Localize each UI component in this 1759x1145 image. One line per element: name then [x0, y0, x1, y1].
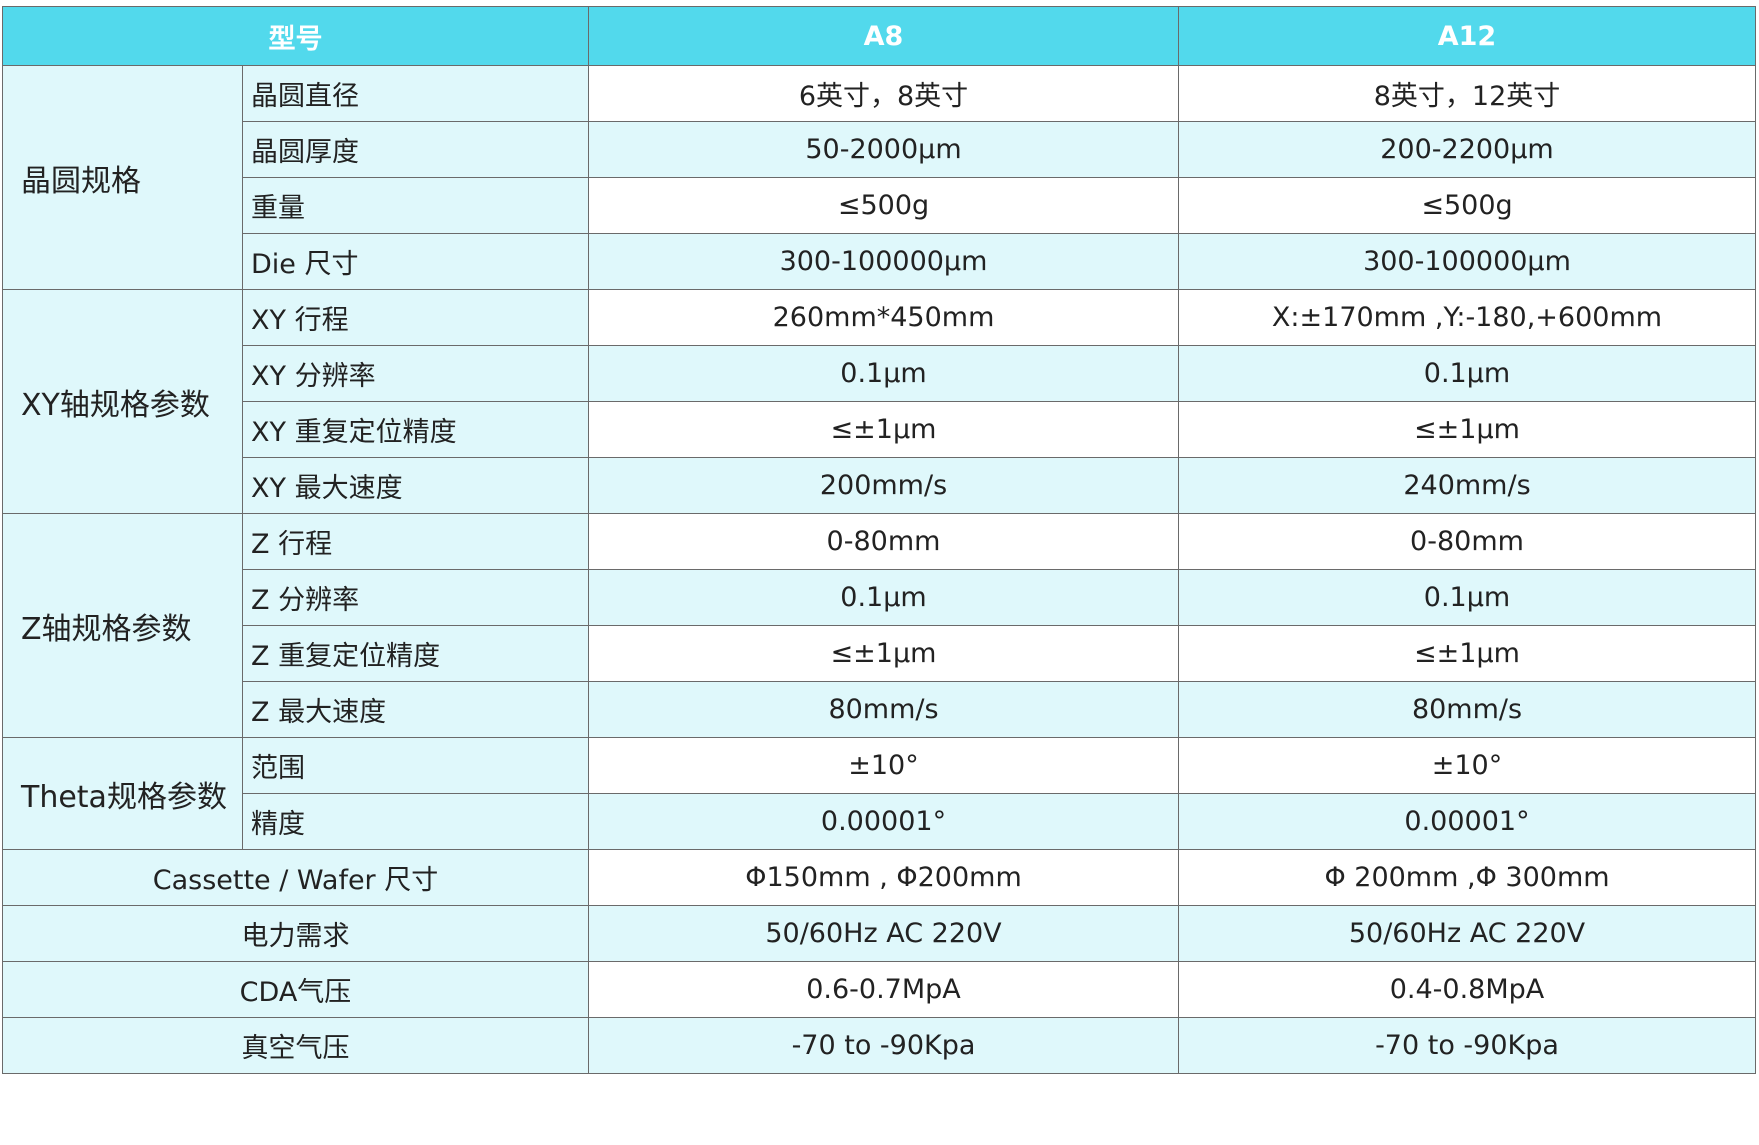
a8-value: 300-100000μm	[588, 233, 1179, 290]
table-row: 电力需求 50/60Hz AC 220V 50/60Hz AC 220V	[2, 905, 1756, 962]
table-row: XY 重复定位精度 ≤±1μm ≤±1μm	[3, 401, 1756, 458]
spec-label: 电力需求	[2, 905, 589, 962]
a12-value: -70 to -90Kpa	[1178, 1017, 1756, 1074]
a12-value: 0.4-0.8MpA	[1178, 961, 1756, 1018]
a8-value: ±10°	[588, 737, 1179, 794]
a8-value: 0.6-0.7MpA	[588, 961, 1179, 1018]
table-row: Z轴规格参数 Z 行程 0-80mm 0-80mm	[2, 513, 1756, 738]
group-label: XY轴规格参数	[2, 289, 243, 514]
table-row: Z 最大速度 80mm/s 80mm/s	[3, 681, 1756, 738]
spec-label: XY 重复定位精度	[242, 401, 589, 458]
a12-value: 0.00001°	[1178, 793, 1756, 850]
a12-value: 0.1μm	[1178, 345, 1756, 402]
a8-value: 260mm*450mm	[588, 289, 1179, 346]
a8-value: ≤±1μm	[588, 401, 1179, 458]
a8-value: 80mm/s	[588, 681, 1179, 738]
a12-value: 8英寸，12英寸	[1178, 65, 1756, 122]
a8-value: Φ150mm , Φ200mm	[588, 849, 1179, 906]
table-row: Z 重复定位精度 ≤±1μm ≤±1μm	[3, 625, 1756, 682]
spec-label: XY 行程	[242, 289, 589, 346]
a12-value: 0.1μm	[1178, 569, 1756, 626]
a12-value: 80mm/s	[1178, 681, 1756, 738]
table-row: Theta规格参数 范围 ±10° ±10°	[2, 737, 1756, 850]
spec-label: Die 尺寸	[242, 233, 589, 290]
a12-value: 0-80mm	[1178, 513, 1756, 570]
table-row: Cassette / Wafer 尺寸 Φ150mm , Φ200mm Φ 200m…	[2, 849, 1756, 906]
a12-value: 50/60Hz AC 220V	[1178, 905, 1756, 962]
spec-label: 晶圆厚度	[242, 121, 589, 178]
a12-value: X:±170mm ,Y:-180,+600mm	[1178, 289, 1756, 346]
group-label: Z轴规格参数	[2, 513, 243, 738]
table-row: Die 尺寸 300-100000μm 300-100000μm	[3, 233, 1756, 290]
table-row: XY 最大速度 200mm/s 240mm/s	[3, 457, 1756, 514]
table-row: 重量 ≤500g ≤500g	[3, 177, 1756, 234]
table-row: XY 分辨率 0.1μm 0.1μm	[3, 345, 1756, 402]
spec-label: 重量	[242, 177, 589, 234]
a8-value: ≤500g	[588, 177, 1179, 234]
a8-value: ≤±1μm	[588, 625, 1179, 682]
a8-value: -70 to -90Kpa	[588, 1017, 1179, 1074]
a8-value: 0.1μm	[588, 569, 1179, 626]
table-row: 真空气压 -70 to -90Kpa -70 to -90Kpa	[2, 1017, 1756, 1074]
a8-value: 50/60Hz AC 220V	[588, 905, 1179, 962]
table-row: CDA气压 0.6-0.7MpA 0.4-0.8MpA	[2, 961, 1756, 1018]
group-label: Theta规格参数	[2, 737, 243, 850]
a12-value: 300-100000μm	[1178, 233, 1756, 290]
model-header: 型号	[2, 6, 589, 66]
a12-value: ≤500g	[1178, 177, 1756, 234]
spec-label: 精度	[242, 793, 589, 850]
a12-value: 200-2200μm	[1178, 121, 1756, 178]
a12-value: ≤±1μm	[1178, 401, 1756, 458]
spec-label: XY 分辨率	[242, 345, 589, 402]
table-row: 晶圆厚度 50-2000μm 200-2200μm	[3, 121, 1756, 178]
spec-label: 晶圆直径	[242, 65, 589, 122]
a8-value: 200mm/s	[588, 457, 1179, 514]
a12-value: Φ 200mm ,Φ 300mm	[1178, 849, 1756, 906]
table-row: Z 分辨率 0.1μm 0.1μm	[3, 569, 1756, 626]
table-row: 精度 0.00001° 0.00001°	[3, 793, 1756, 850]
spec-label: 真空气压	[2, 1017, 589, 1074]
a8-value: 6英寸，8英寸	[588, 65, 1179, 122]
spec-label: Z 分辨率	[242, 569, 589, 626]
spec-label: Z 行程	[242, 513, 589, 570]
spec-label: Cassette / Wafer 尺寸	[2, 849, 589, 906]
spec-label: CDA气压	[2, 961, 589, 1018]
a12-value: ±10°	[1178, 737, 1756, 794]
model-a12-header: A12	[1178, 6, 1756, 66]
table-row: 晶圆规格 晶圆直径 6英寸，8英寸 8英寸，12英寸	[2, 65, 1756, 290]
spec-label: XY 最大速度	[242, 457, 589, 514]
spec-body: 晶圆规格 晶圆直径 6英寸，8英寸 8英寸，12英寸 晶圆厚度 50-2000μm 200-…	[2, 65, 1756, 1074]
header-row: 型号 A8 A12	[2, 6, 1756, 66]
a8-value: 0-80mm	[588, 513, 1179, 570]
spec-label: Z 最大速度	[242, 681, 589, 738]
table-row: XY轴规格参数 XY 行程 260mm*450mm X:±170mm ,Y:-180,…	[2, 289, 1756, 514]
spec-label: Z 重复定位精度	[242, 625, 589, 682]
a12-value: 240mm/s	[1178, 457, 1756, 514]
a8-value: 50-2000μm	[588, 121, 1179, 178]
model-a8-header: A8	[588, 6, 1179, 66]
a12-value: ≤±1μm	[1178, 625, 1756, 682]
spec-label: 范围	[242, 737, 589, 794]
spec-table: 型号 A8 A12 晶圆规格 晶圆直径 6英寸，8英寸 8英寸，12英寸 晶圆厚度 50-…	[2, 6, 1756, 1074]
a8-value: 0.00001°	[588, 793, 1179, 850]
a8-value: 0.1μm	[588, 345, 1179, 402]
group-label: 晶圆规格	[2, 65, 243, 290]
